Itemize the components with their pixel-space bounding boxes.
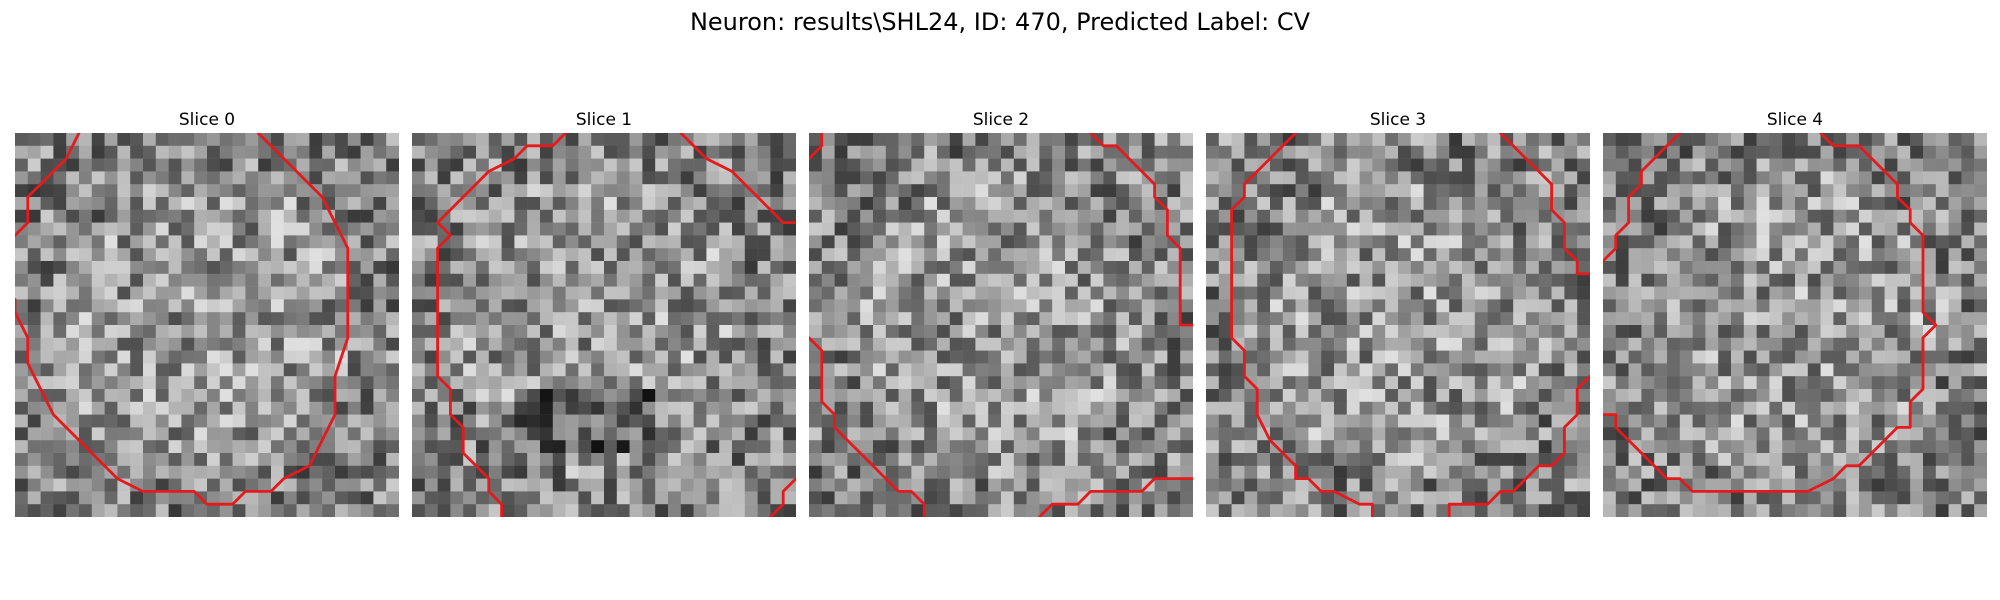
slice-panel-4: Slice 4 (1603, 108, 1987, 517)
slice-panel-1: Slice 1 (412, 108, 796, 517)
contour-line (1447, 374, 1590, 517)
contour-line (15, 133, 350, 506)
grayscale-pixels (1603, 133, 1987, 517)
contour-line (1230, 133, 1374, 517)
contour-line (809, 336, 926, 517)
slice-image (1206, 133, 1590, 517)
slice-panel-0: Slice 0 (15, 108, 399, 517)
grayscale-pixels (1206, 133, 1590, 517)
contour-line (1089, 133, 1193, 327)
slice-title: Slice 0 (178, 110, 236, 130)
slice-title: Slice 2 (972, 110, 1030, 130)
contour-line (1498, 133, 1590, 276)
contour-line (1037, 477, 1193, 517)
contour-line (15, 133, 81, 237)
slice-image (809, 133, 1193, 517)
contour-line (768, 477, 796, 517)
slice-image (1603, 133, 1987, 517)
contour-line (1603, 133, 1938, 493)
grayscale-pixels (412, 133, 796, 517)
grayscale-pixels (15, 133, 399, 517)
figure-title: Neuron: results\SHL24, ID: 470, Predicte… (689, 8, 1311, 36)
grayscale-pixels (809, 133, 1193, 517)
slice-image (15, 133, 399, 517)
contour-line (679, 133, 796, 225)
slice-panel-3: Slice 3 (1206, 108, 1590, 517)
slice-image (412, 133, 796, 517)
contour-line (436, 133, 568, 517)
slice-title: Slice 4 (1766, 110, 1824, 130)
contour-line (1603, 133, 1682, 263)
slice-title: Slice 3 (1369, 110, 1427, 130)
slice-title: Slice 1 (575, 110, 633, 130)
slice-panel-2: Slice 2 (809, 108, 1193, 517)
contour-line (809, 133, 824, 161)
